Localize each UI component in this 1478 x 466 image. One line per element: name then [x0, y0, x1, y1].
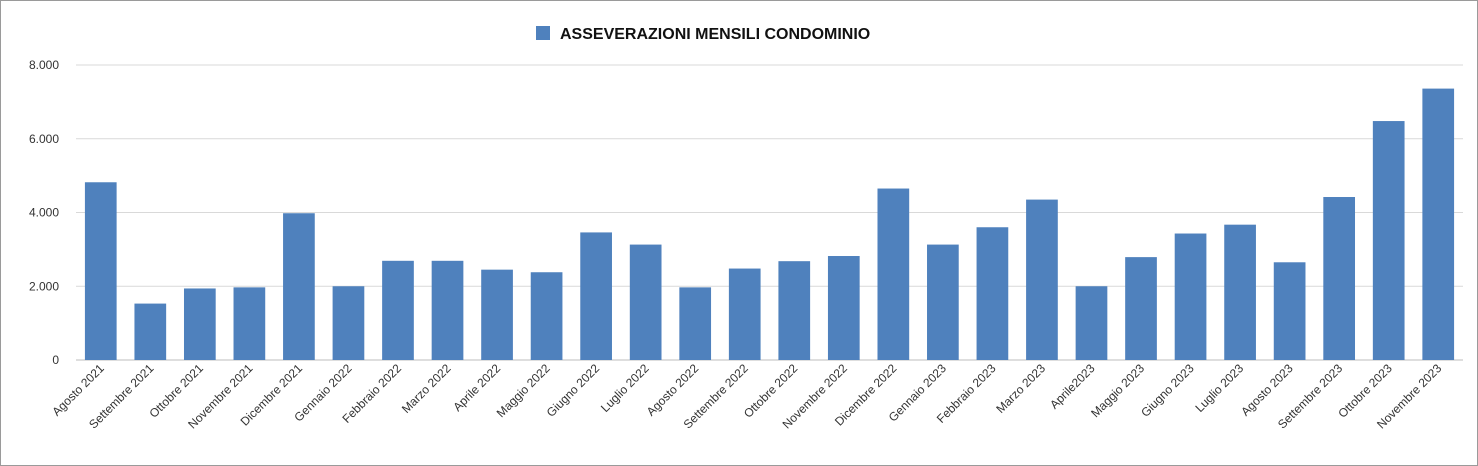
bar — [233, 287, 266, 360]
x-tick-label: Giugno 2022 — [544, 361, 603, 420]
bar — [976, 227, 1009, 360]
bar — [1422, 88, 1455, 360]
bar — [877, 188, 910, 360]
bar — [679, 287, 712, 360]
y-tick-label: 4.000 — [29, 206, 59, 220]
x-tick-label: Aprile2023 — [1047, 361, 1098, 412]
x-tick-label: Giugno 2023 — [1138, 361, 1197, 420]
bar — [134, 303, 167, 360]
legend: ASSEVERAZIONI MENSILI CONDOMINIO — [536, 26, 870, 43]
bar — [382, 260, 414, 360]
bar — [530, 272, 563, 360]
bars — [84, 88, 1455, 360]
bar — [728, 268, 761, 360]
x-tick-label: Marzo 2022 — [399, 361, 454, 416]
y-tick-label: 8.000 — [29, 58, 59, 72]
bar — [778, 261, 811, 360]
y-tick-label: 2.000 — [29, 279, 59, 293]
y-axis-ticks: 0 2.000 4.000 6.000 8.000 — [29, 58, 59, 367]
bar — [1174, 233, 1207, 360]
bar — [580, 232, 612, 360]
legend-swatch — [536, 26, 550, 40]
x-tick-label: Marzo 2023 — [993, 361, 1048, 416]
bar — [827, 256, 860, 360]
bar — [1224, 224, 1256, 360]
y-tick-label: 0 — [52, 353, 59, 367]
bar — [1075, 286, 1108, 360]
x-tick-label: Luglio 2023 — [1192, 361, 1246, 415]
bar — [1026, 199, 1058, 360]
x-tick-label: Aprile 2022 — [450, 361, 503, 414]
y-tick-label: 6.000 — [29, 132, 59, 146]
bar — [481, 269, 513, 360]
bar — [332, 286, 365, 360]
bar — [1125, 257, 1157, 360]
x-tick-label: Luglio 2022 — [598, 361, 652, 415]
bar — [84, 182, 117, 360]
bar — [629, 244, 662, 360]
bar — [283, 213, 315, 360]
bar — [1323, 197, 1356, 360]
bar — [927, 244, 959, 360]
legend-label: ASSEVERAZIONI MENSILI CONDOMINIO — [560, 26, 870, 43]
bar — [431, 260, 464, 360]
bar — [1273, 262, 1306, 360]
bar — [183, 288, 216, 360]
bar — [1372, 121, 1405, 360]
